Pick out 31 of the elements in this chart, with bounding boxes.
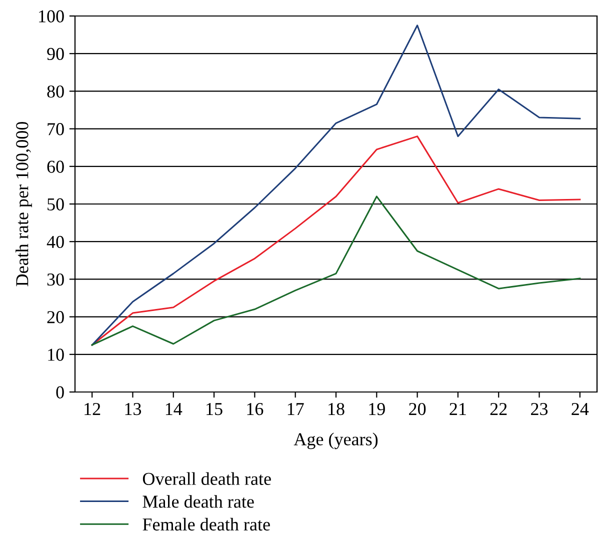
y-axis-title: Death rate per 100,000 — [16, 122, 32, 286]
x-tick-label: 15 — [206, 403, 222, 416]
y-tick-label: 90 — [47, 48, 64, 60]
x-tick-label: 14 — [166, 403, 182, 415]
x-tick-label: 12 — [84, 402, 100, 415]
x-tick-label: 20 — [409, 402, 426, 416]
x-tick-label: 19 — [369, 402, 385, 416]
y-tick-label: 20 — [47, 311, 64, 324]
y-tick-label: 30 — [47, 273, 64, 286]
legend-label: Male death rate — [142, 495, 254, 508]
y-tick-label: 70 — [48, 123, 64, 136]
y-tick-label: 10 — [48, 348, 64, 361]
x-axis-title: Age (years) — [294, 432, 378, 450]
x-tick-label: 22 — [490, 402, 507, 415]
line-series — [91, 24, 581, 346]
x-tick-label: 23 — [531, 402, 548, 416]
x-tick-label: 17 — [288, 403, 304, 415]
y-tick-label: 50 — [48, 198, 64, 210]
y-tick-label: 0 — [56, 386, 64, 398]
x-tick-label: 21 — [450, 402, 466, 415]
y-tick-label: 40 — [46, 236, 64, 248]
line-series — [91, 196, 581, 346]
legend-label: Female death rate — [142, 518, 270, 531]
x-tick-label: 13 — [125, 402, 142, 416]
y-tick-label: 100 — [39, 10, 64, 22]
y-tick-label: 80 — [47, 85, 64, 98]
y-tick-label: 60 — [47, 160, 64, 173]
legend-label: Overall death rate — [142, 472, 271, 485]
x-tick-label: 18 — [328, 402, 344, 416]
x-tick-label: 16 — [247, 402, 264, 416]
x-tick-label: 24 — [572, 402, 589, 415]
